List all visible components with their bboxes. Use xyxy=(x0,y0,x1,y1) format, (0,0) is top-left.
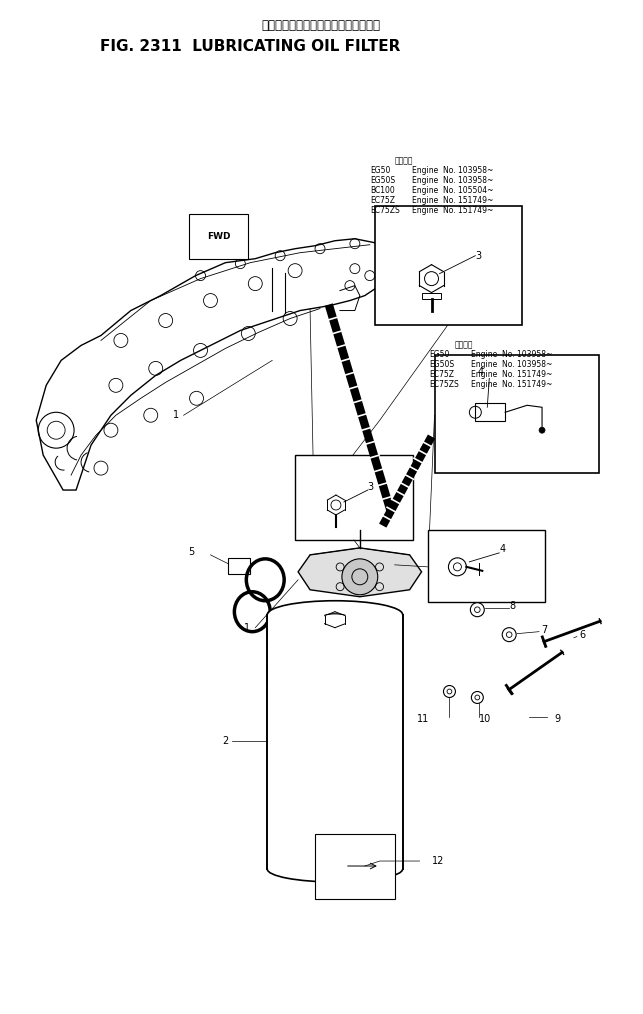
Ellipse shape xyxy=(269,858,401,880)
Circle shape xyxy=(471,692,484,704)
Text: EC75ZS: EC75ZS xyxy=(430,380,459,389)
Text: BC100: BC100 xyxy=(370,186,395,195)
Text: Engine  No. 103958~: Engine No. 103958~ xyxy=(471,360,553,369)
Text: 10: 10 xyxy=(479,715,491,724)
Bar xyxy=(295,455,413,539)
Text: 1: 1 xyxy=(244,623,250,633)
Text: FIG. 2311  LUBRICATING OIL FILTER: FIG. 2311 LUBRICATING OIL FILTER xyxy=(100,40,401,55)
Circle shape xyxy=(539,427,545,433)
Text: EG50: EG50 xyxy=(430,351,450,359)
Text: EG50: EG50 xyxy=(370,166,390,175)
Text: FWD: FWD xyxy=(206,232,230,241)
Text: 11: 11 xyxy=(417,715,430,724)
Text: 8: 8 xyxy=(509,600,515,610)
Text: EG50S: EG50S xyxy=(430,360,455,369)
Text: Engine  No. 151749~: Engine No. 151749~ xyxy=(471,370,553,379)
Text: 3: 3 xyxy=(475,250,482,261)
Text: 9: 9 xyxy=(554,715,560,724)
Text: ルーブリケーティングオイルフィルタ: ルーブリケーティングオイルフィルタ xyxy=(262,19,381,32)
Text: Engine  No. 103958~: Engine No. 103958~ xyxy=(412,166,493,175)
Ellipse shape xyxy=(267,856,403,882)
Bar xyxy=(228,558,250,574)
Text: Engine  No. 151749~: Engine No. 151749~ xyxy=(412,206,493,215)
Text: EC75Z: EC75Z xyxy=(430,370,455,379)
Ellipse shape xyxy=(267,600,403,629)
Text: 7: 7 xyxy=(541,625,547,635)
Bar xyxy=(428,530,545,601)
Circle shape xyxy=(470,602,484,617)
Text: 適用号機: 適用号機 xyxy=(395,156,413,165)
Bar xyxy=(315,835,395,899)
Text: Engine  No. 105504~: Engine No. 105504~ xyxy=(412,186,493,195)
Bar xyxy=(435,356,599,474)
Ellipse shape xyxy=(320,613,350,626)
Circle shape xyxy=(444,685,455,698)
Text: Engine  No. 103958~: Engine No. 103958~ xyxy=(412,175,493,185)
Bar xyxy=(268,614,402,869)
Text: 4: 4 xyxy=(499,544,505,554)
Text: EG50S: EG50S xyxy=(370,175,395,185)
Text: 12: 12 xyxy=(431,856,444,866)
Text: 5: 5 xyxy=(188,547,195,557)
Text: EC75ZS: EC75ZS xyxy=(370,206,399,215)
Circle shape xyxy=(502,628,516,642)
Text: Engine  No. 151749~: Engine No. 151749~ xyxy=(471,380,553,389)
Text: 適用号機: 適用号機 xyxy=(455,341,473,350)
Text: 6: 6 xyxy=(579,630,585,640)
Polygon shape xyxy=(36,238,390,490)
Bar xyxy=(375,206,522,325)
Bar xyxy=(475,404,505,421)
Bar xyxy=(422,293,442,298)
Text: Engine  No. 151749~: Engine No. 151749~ xyxy=(412,196,493,205)
Text: 4: 4 xyxy=(477,367,484,377)
Text: 1: 1 xyxy=(172,411,179,420)
Text: 2: 2 xyxy=(222,736,228,746)
Text: Engine  No. 103958~: Engine No. 103958~ xyxy=(471,351,553,359)
Polygon shape xyxy=(298,548,422,597)
Circle shape xyxy=(342,559,377,595)
Text: EC75Z: EC75Z xyxy=(370,196,395,205)
Text: 3: 3 xyxy=(368,482,374,492)
